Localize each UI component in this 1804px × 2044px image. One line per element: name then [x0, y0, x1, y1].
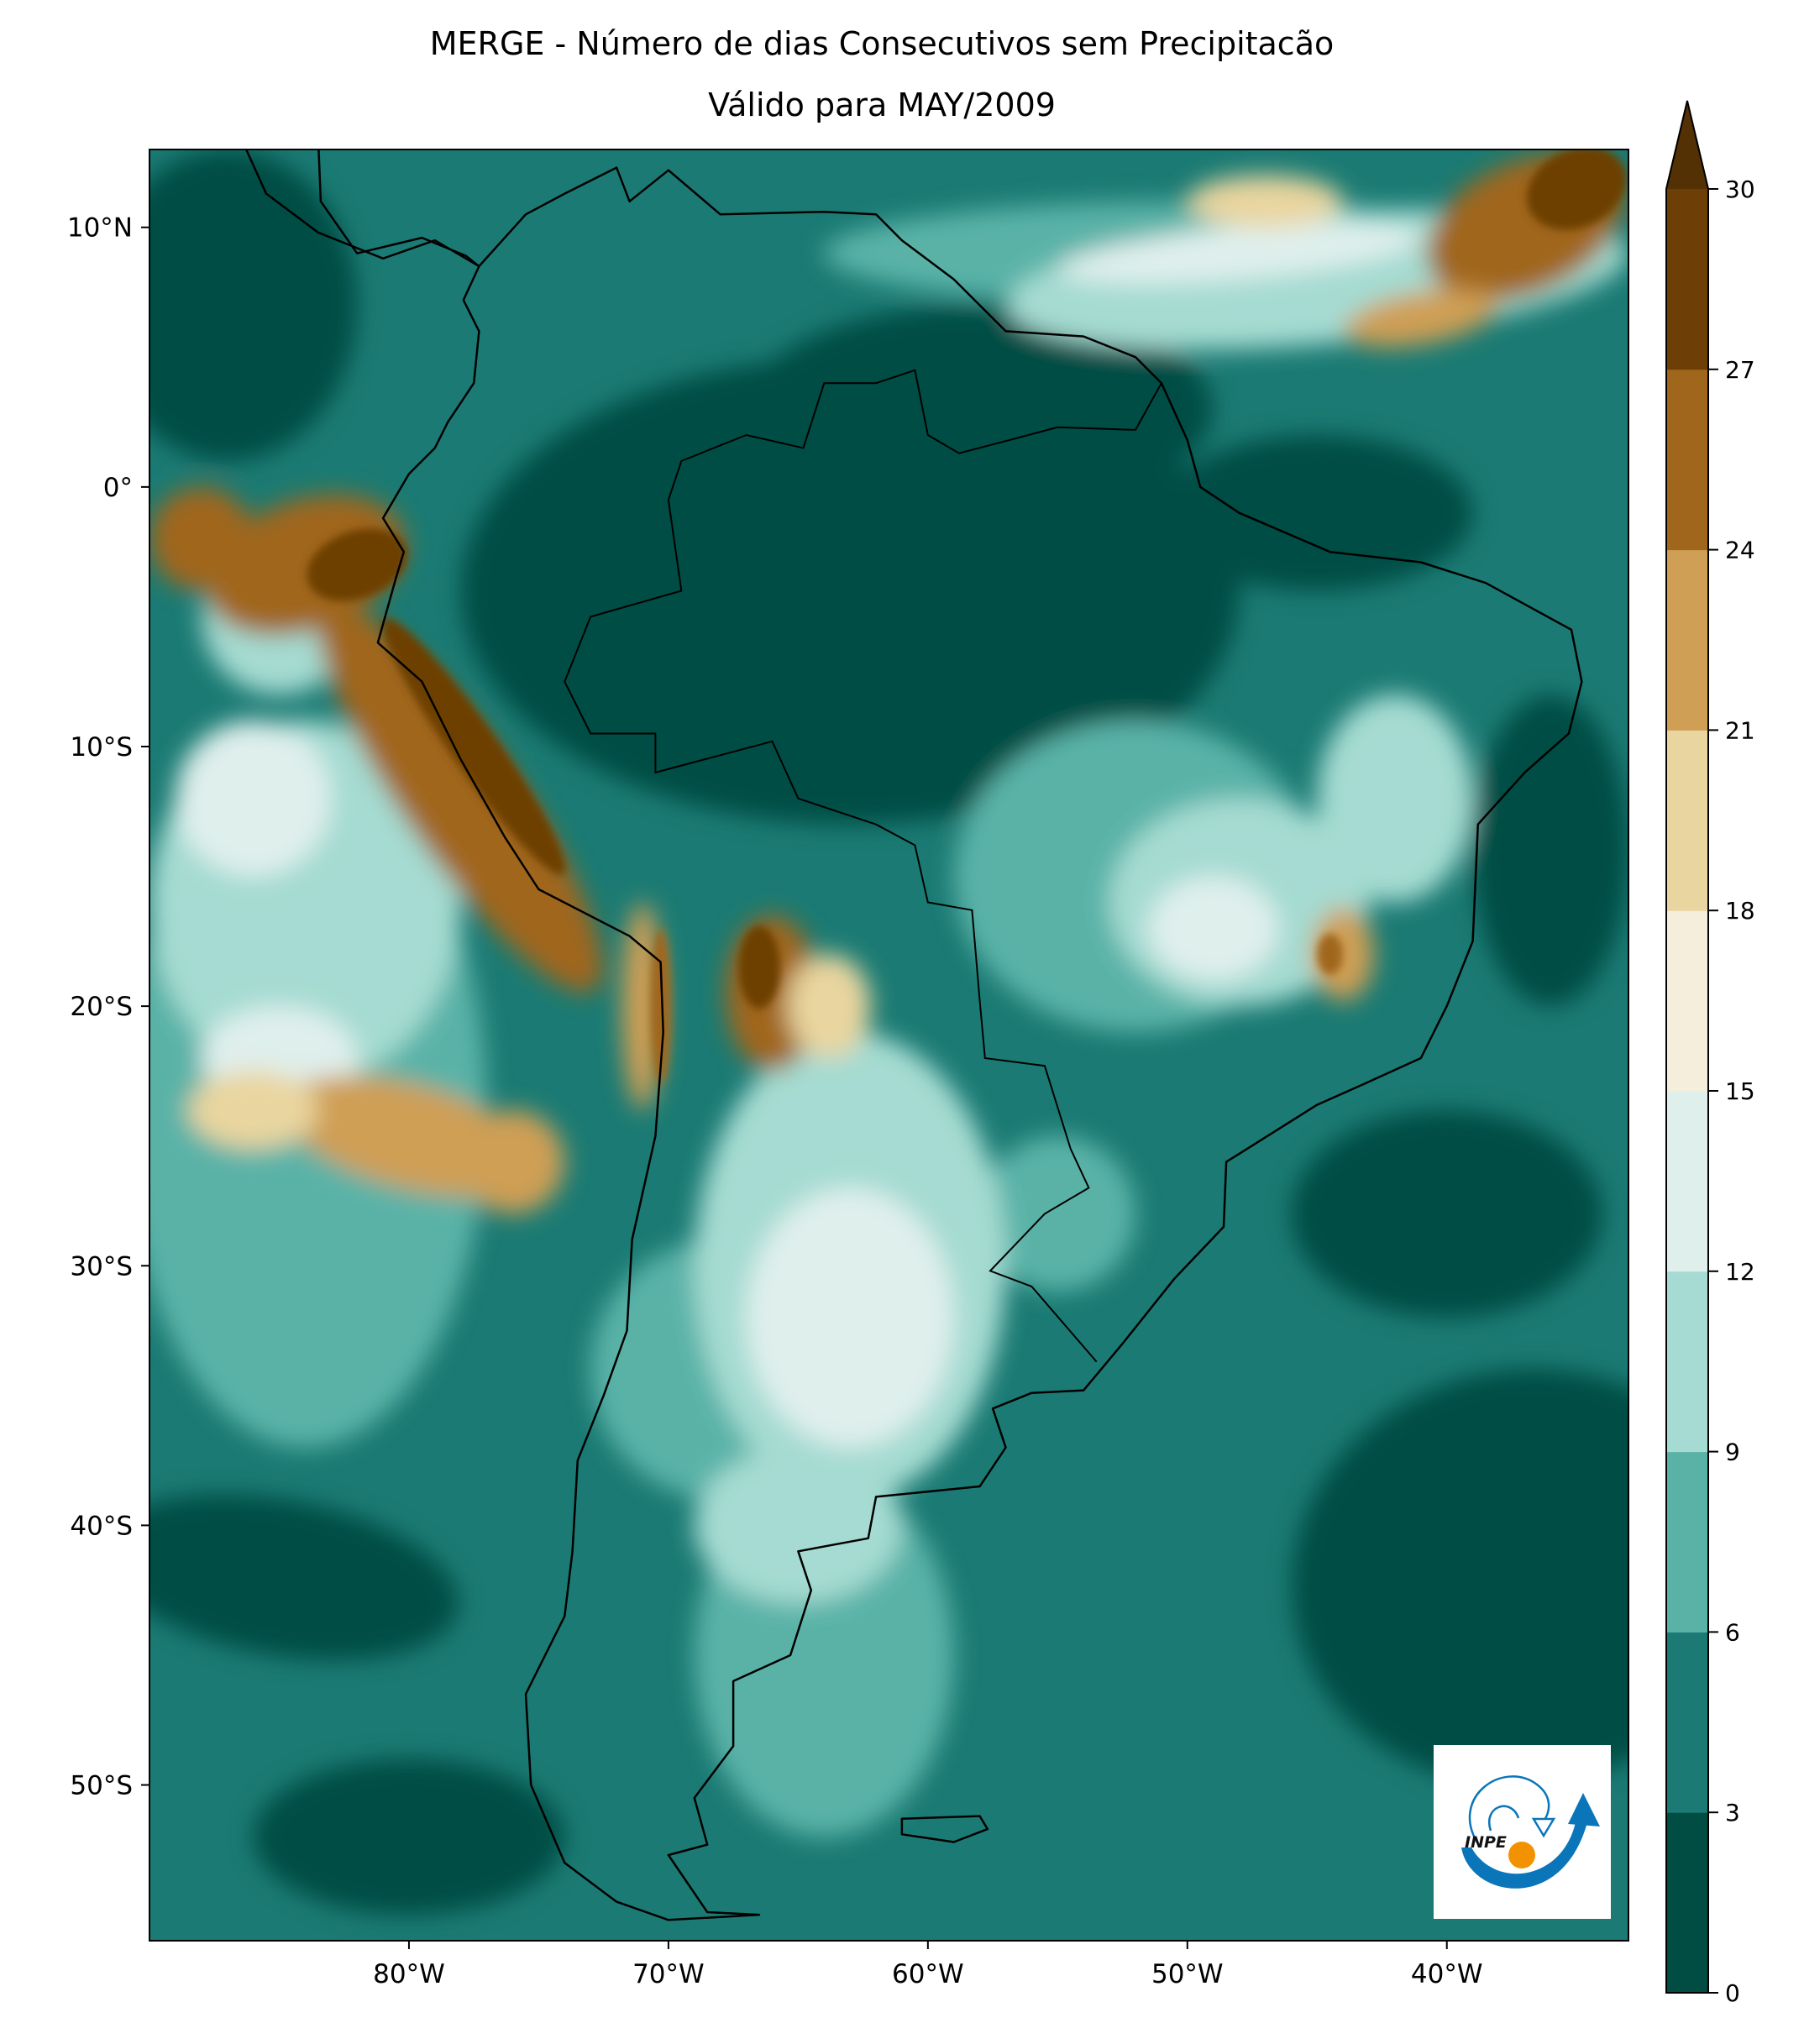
y-tick-label: 0° — [103, 473, 133, 503]
x-axis: 80°W 70°W 60°W 50°W 40°W — [373, 1941, 1483, 1989]
coastline — [244, 149, 1583, 1921]
colorbar-band — [1666, 549, 1708, 731]
field-patch — [253, 1758, 565, 1916]
inpe-logo: INPE — [1434, 1745, 1611, 1919]
field-patch — [1317, 694, 1473, 903]
field-patch — [788, 954, 871, 1058]
colorbar-tick-label: 21 — [1725, 716, 1755, 744]
field-patch — [149, 1494, 459, 1660]
field-patch — [1291, 1109, 1603, 1318]
colorbar-band — [1666, 1632, 1708, 1813]
field-patch — [746, 305, 1214, 513]
field-patch — [318, 604, 603, 993]
colorbar-tick-label: 12 — [1725, 1258, 1755, 1286]
field-patch — [1292, 1368, 1628, 1786]
field-patch — [738, 925, 780, 1009]
field-patch — [979, 1135, 1135, 1292]
colorbar-band — [1666, 730, 1708, 911]
field-patch — [1187, 175, 1344, 228]
colorbar-tick-label: 15 — [1725, 1077, 1755, 1105]
colorbar-tick-label: 18 — [1725, 897, 1755, 925]
y-axis: 10°N 0° 10°S 20°S 30°S 40°S 50°S — [67, 213, 149, 1801]
colorbar-band — [1666, 369, 1708, 551]
field-patch — [694, 1447, 902, 1604]
y-tick-label: 50°S — [70, 1771, 133, 1801]
x-tick-label: 60°W — [892, 1959, 964, 1989]
field-patch — [1472, 694, 1628, 1007]
colorbar-extend-arrow — [1666, 101, 1708, 189]
colorbar-band — [1666, 910, 1708, 1092]
field-patch — [307, 528, 407, 601]
map-title: MERGE - Número de dias Consecutivos sem … — [429, 25, 1335, 62]
x-tick-label: 40°W — [1411, 1959, 1483, 1989]
field-patch — [382, 618, 565, 875]
field-patch — [1317, 933, 1344, 976]
field-patch — [188, 1071, 318, 1150]
colorbar-tick-label: 30 — [1725, 176, 1755, 203]
colorbar-band — [1666, 1812, 1708, 1994]
y-tick-label: 20°S — [70, 992, 133, 1022]
y-tick-label: 10°S — [70, 732, 133, 763]
colorbar-tick-label: 6 — [1725, 1618, 1740, 1646]
colorbar-tick-label: 9 — [1725, 1439, 1740, 1466]
field-patch — [746, 1187, 954, 1448]
brazil-border — [564, 369, 1162, 1363]
map-subtitle: Válido para MAY/2009 — [708, 86, 1056, 123]
colorbar-tick-label: 3 — [1725, 1799, 1740, 1826]
field-patch — [1526, 149, 1627, 230]
field-patch — [460, 1109, 565, 1214]
field-patch — [1148, 876, 1278, 981]
field-patch — [1058, 223, 1421, 284]
colorbar-tick-label: 24 — [1725, 537, 1755, 564]
colorbar-tick-label: 27 — [1725, 356, 1755, 384]
y-tick-label: 30°S — [70, 1251, 133, 1281]
x-tick-label: 80°W — [373, 1959, 445, 1989]
colorbar: 0 3 6 9 12 15 18 21 24 27 30 — [1665, 100, 1755, 2007]
field-patch — [175, 721, 332, 877]
falkland-islands-coastline — [900, 1815, 989, 1843]
field-patch — [1344, 289, 1498, 348]
x-tick-label: 70°W — [632, 1959, 705, 1989]
precipitation-field — [149, 149, 1628, 1941]
field-patch — [1161, 435, 1473, 591]
y-tick-label: 10°N — [67, 213, 133, 244]
colorbar-band — [1666, 189, 1708, 370]
colorbar-outline — [1665, 100, 1709, 1994]
colorbar-band — [1666, 1091, 1708, 1272]
colorbar-tick-label: 0 — [1725, 1979, 1740, 2007]
field-patch — [650, 928, 671, 1084]
map-frame — [149, 149, 1629, 1942]
logo-text: INPE — [1465, 1833, 1507, 1852]
south-america-coastline — [376, 166, 1583, 1921]
central-america-coastline — [244, 149, 480, 268]
colorbar-band — [1666, 1271, 1708, 1453]
colorbar-band — [1666, 1451, 1708, 1633]
field-patch — [149, 149, 358, 461]
x-tick-label: 50°W — [1151, 1959, 1224, 1989]
y-tick-label: 40°S — [70, 1511, 133, 1541]
field-patch — [149, 486, 254, 591]
